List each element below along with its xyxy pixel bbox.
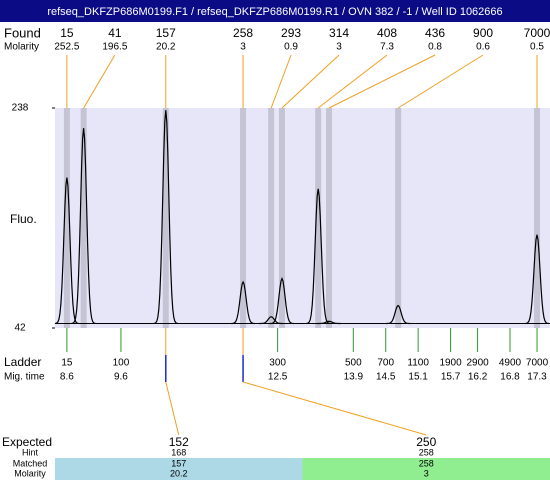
- mig-time: 14.5: [376, 372, 396, 383]
- found-molarity: 0.8: [428, 42, 442, 53]
- peak: [231, 280, 256, 325]
- peak-band: [278, 108, 285, 328]
- leader-line: [328, 54, 436, 109]
- found-molarity: 196.5: [102, 42, 127, 53]
- y-tick-label: 238: [12, 103, 29, 114]
- row-label: Ladder: [4, 355, 41, 369]
- leader-line: [281, 54, 340, 109]
- mig-time: 15.1: [408, 372, 428, 383]
- mig-time: 16.2: [468, 372, 488, 383]
- found-molarity: 7.3: [380, 42, 394, 53]
- mig-time: 8.6: [60, 372, 74, 383]
- leader-line: [270, 54, 292, 109]
- found-size: 157: [156, 26, 176, 40]
- ladder-size: 2900: [466, 358, 489, 369]
- peak: [153, 110, 178, 324]
- expected-size: 250: [416, 435, 436, 449]
- peak: [386, 304, 411, 325]
- title-bar: [0, 0, 550, 22]
- row-label: Found: [4, 25, 41, 40]
- row-label: Molarity: [4, 42, 39, 53]
- ladder-size: 1100: [407, 358, 429, 369]
- peak-band: [268, 108, 275, 328]
- row-label: Matched: [13, 458, 48, 468]
- found-size: 408: [377, 26, 397, 40]
- mig-time: 17.3: [527, 372, 547, 383]
- mig-time: 15.7: [441, 372, 461, 383]
- found-molarity: 20.2: [156, 42, 176, 53]
- ladder-size: 700: [377, 358, 394, 369]
- plot-area: [55, 108, 550, 328]
- found-molarity: 0.6: [476, 42, 490, 53]
- title: refseq_DKFZP686M0199.F1 / refseq_DKFZP68…: [47, 6, 502, 18]
- ladder-size: 15: [61, 358, 73, 369]
- matched-bg: [55, 458, 303, 480]
- row-label: Mig. time: [4, 372, 45, 383]
- matched-size: 157: [171, 458, 186, 468]
- ladder-size: 7000: [526, 358, 549, 369]
- leader-line: [397, 54, 484, 109]
- peak-band: [315, 108, 322, 328]
- ladder-size: 100: [113, 358, 130, 369]
- mig-time: 9.6: [114, 372, 128, 383]
- found-size: 293: [281, 26, 301, 40]
- found-size: 15: [60, 26, 74, 40]
- peak-band: [240, 108, 247, 328]
- peak-band: [162, 108, 169, 328]
- row-label: Molarity: [14, 468, 46, 478]
- ladder-size: 300: [269, 358, 286, 369]
- hint-size: 168: [171, 447, 186, 457]
- found-size: 436: [425, 26, 445, 40]
- found-molarity: 0.5: [530, 42, 544, 53]
- mig-time: 16.8: [500, 372, 520, 383]
- leader-line: [83, 54, 116, 109]
- matched-size: 258: [419, 458, 434, 468]
- peak: [259, 316, 284, 325]
- row-label: Fluo.: [10, 212, 37, 226]
- found-size: 900: [473, 26, 493, 40]
- peak: [306, 188, 331, 325]
- expected-size: 152: [169, 435, 189, 449]
- row-label: Hint: [22, 447, 39, 457]
- y-tick-label: 42: [14, 323, 26, 334]
- found-size: 7000: [524, 26, 550, 40]
- mig-time: 13.9: [344, 372, 364, 383]
- peak-band: [63, 108, 70, 328]
- peak: [317, 320, 341, 325]
- found-molarity: 3: [240, 42, 246, 53]
- mig-time: 12.5: [268, 372, 288, 383]
- matched-bg: [302, 458, 550, 480]
- peak: [71, 128, 96, 324]
- found-size: 314: [329, 26, 349, 40]
- peak-band: [80, 108, 87, 328]
- matched-molarity: 3: [424, 468, 429, 478]
- hint-size: 258: [419, 447, 434, 457]
- found-size: 258: [233, 26, 253, 40]
- peak: [270, 277, 294, 325]
- found-molarity: 3: [336, 42, 342, 53]
- leader-line: [317, 54, 388, 109]
- found-molarity: 252.5: [54, 42, 79, 53]
- ladder-size: 1900: [439, 358, 462, 369]
- found-molarity: 0.9: [284, 42, 298, 53]
- ladder-size: 500: [345, 358, 362, 369]
- match-leader: [242, 381, 427, 436]
- matched-molarity: 20.2: [170, 468, 188, 478]
- found-size: 41: [108, 26, 122, 40]
- peak-band: [395, 108, 402, 328]
- ladder-size: 4900: [499, 358, 522, 369]
- peak-band: [325, 108, 332, 328]
- match-leader: [165, 381, 180, 436]
- peak-band: [534, 108, 541, 328]
- peak: [524, 234, 550, 325]
- row-label: Expected: [2, 435, 52, 449]
